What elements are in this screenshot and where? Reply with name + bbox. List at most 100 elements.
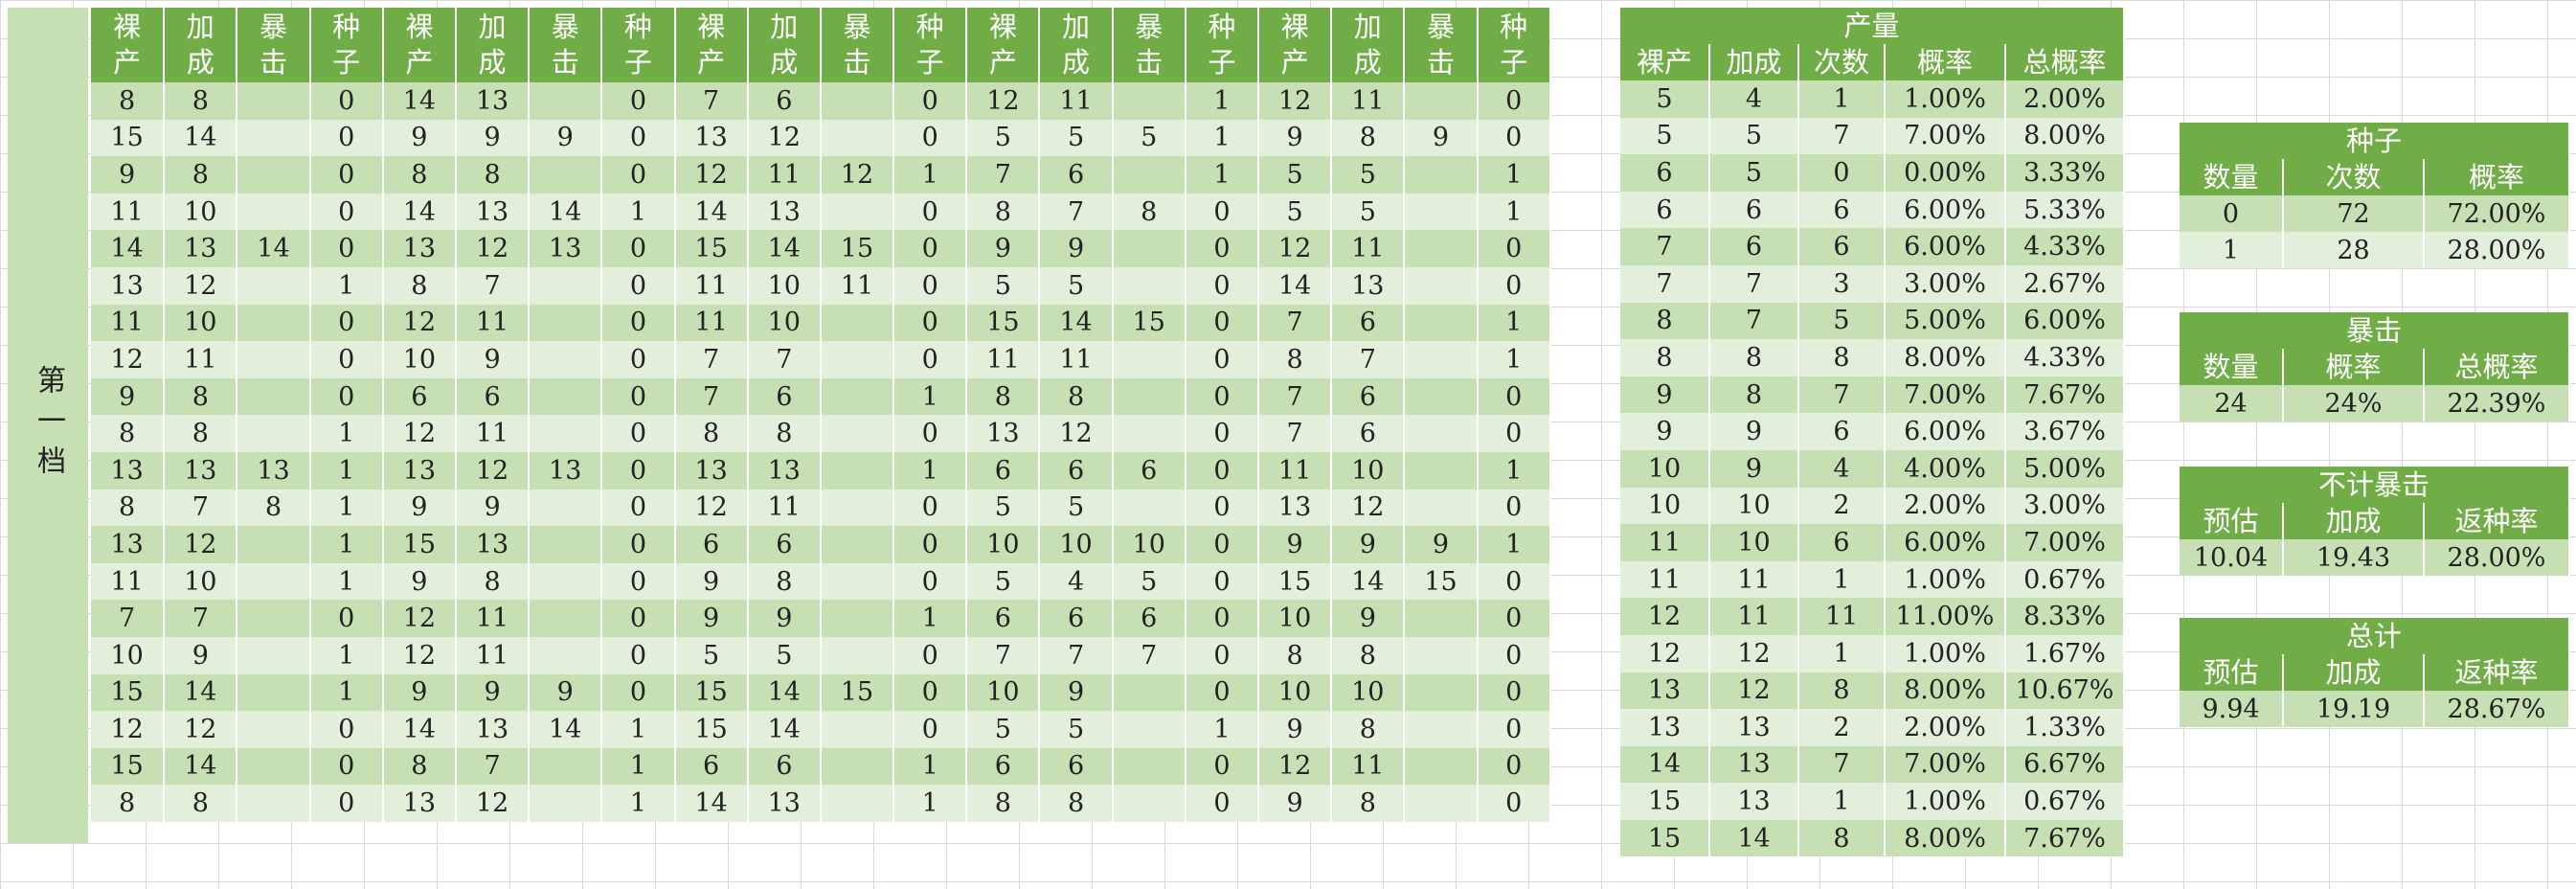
- data-cell[interactable]: [1404, 304, 1479, 342]
- tier-label-cell[interactable]: 第一档: [8, 8, 88, 843]
- data-cell[interactable]: 10: [164, 193, 238, 231]
- data-cell[interactable]: 0: [1477, 636, 1551, 674]
- data-cell[interactable]: 8: [164, 377, 238, 416]
- data-cell[interactable]: 5: [1039, 489, 1114, 527]
- data-cell[interactable]: 7: [966, 636, 1041, 674]
- data-cell[interactable]: 15: [1258, 562, 1333, 601]
- data-cell[interactable]: 13: [237, 451, 311, 490]
- data-cell[interactable]: 0: [309, 119, 384, 157]
- data-cell[interactable]: 14: [529, 711, 603, 748]
- data-cell[interactable]: [237, 785, 311, 822]
- data-cell[interactable]: 9: [91, 156, 166, 194]
- data-cell[interactable]: 19.43: [2283, 539, 2425, 576]
- data-cell[interactable]: 8: [1258, 636, 1333, 674]
- data-cell[interactable]: [237, 673, 311, 712]
- data-cell[interactable]: [529, 341, 603, 378]
- data-cell[interactable]: 13: [455, 82, 531, 120]
- data-cell[interactable]: [1112, 415, 1186, 452]
- data-cell[interactable]: 9: [1039, 230, 1114, 267]
- main-header-cell[interactable]: 加成: [1331, 8, 1406, 82]
- data-cell[interactable]: 4: [1798, 449, 1886, 488]
- data-cell[interactable]: [820, 562, 895, 601]
- data-cell[interactable]: 8: [1331, 119, 1406, 157]
- data-cell[interactable]: 8: [164, 415, 238, 452]
- data-cell[interactable]: 8: [1620, 339, 1710, 376]
- data-cell[interactable]: 5: [747, 636, 822, 674]
- data-cell[interactable]: 4: [1709, 80, 1799, 118]
- data-cell[interactable]: 12: [455, 785, 531, 822]
- data-cell[interactable]: 28.00%: [2424, 232, 2570, 268]
- data-cell[interactable]: 8.00%: [1885, 672, 2006, 710]
- data-cell[interactable]: 0: [601, 415, 676, 452]
- data-cell[interactable]: 2.00%: [2005, 80, 2125, 118]
- data-cell[interactable]: 0: [893, 489, 968, 527]
- data-cell[interactable]: [237, 341, 311, 378]
- data-cell[interactable]: 0: [1185, 451, 1260, 490]
- data-cell[interactable]: 5: [966, 711, 1041, 748]
- data-cell[interactable]: 12: [164, 526, 238, 563]
- data-cell[interactable]: 9: [382, 673, 457, 712]
- data-cell[interactable]: 6.00%: [1885, 191, 2006, 229]
- data-cell[interactable]: 10: [1039, 526, 1114, 563]
- data-cell[interactable]: [529, 747, 603, 786]
- data-cell[interactable]: [1112, 266, 1186, 305]
- data-cell[interactable]: 3.00%: [1885, 264, 2006, 303]
- data-cell[interactable]: 0: [309, 785, 384, 822]
- data-cell[interactable]: 11: [455, 600, 531, 637]
- data-cell[interactable]: 4.00%: [1885, 449, 2006, 488]
- data-cell[interactable]: 6: [747, 747, 822, 786]
- main-header-cell[interactable]: 种子: [893, 8, 968, 82]
- data-cell[interactable]: 14: [747, 673, 822, 712]
- data-cell[interactable]: 15: [674, 230, 749, 267]
- data-cell[interactable]: 0: [1477, 119, 1551, 157]
- data-cell[interactable]: 0: [1477, 747, 1551, 786]
- data-cell[interactable]: 10: [1331, 673, 1406, 712]
- data-cell[interactable]: 8: [1331, 711, 1406, 748]
- data-cell[interactable]: [237, 304, 311, 342]
- data-cell[interactable]: 8: [1709, 376, 1799, 414]
- data-cell[interactable]: 5.00%: [2005, 449, 2125, 488]
- data-cell[interactable]: 12: [674, 156, 749, 194]
- data-cell[interactable]: [237, 562, 311, 601]
- data-cell[interactable]: 6: [966, 600, 1041, 637]
- yield-header-cell[interactable]: 概率: [1885, 44, 2006, 80]
- data-cell[interactable]: 7.67%: [2005, 376, 2125, 414]
- data-cell[interactable]: 1.00%: [1885, 783, 2006, 820]
- data-cell[interactable]: 4: [1039, 562, 1114, 601]
- data-cell[interactable]: 10: [1709, 487, 1799, 525]
- data-cell[interactable]: 72.00%: [2424, 195, 2570, 232]
- data-cell[interactable]: 12: [382, 600, 457, 637]
- seed-title[interactable]: 种子: [2180, 123, 2570, 159]
- data-cell[interactable]: 14: [1039, 304, 1114, 342]
- data-cell[interactable]: [820, 747, 895, 786]
- data-cell[interactable]: 1: [893, 600, 968, 637]
- data-cell[interactable]: [1404, 636, 1479, 674]
- data-cell[interactable]: 8: [966, 377, 1041, 416]
- data-cell[interactable]: 5: [1709, 154, 1799, 192]
- data-cell[interactable]: 13: [674, 451, 749, 490]
- data-cell[interactable]: 5: [966, 489, 1041, 527]
- data-cell[interactable]: 9: [91, 377, 166, 416]
- data-cell[interactable]: [820, 785, 895, 822]
- data-cell[interactable]: 11: [966, 341, 1041, 378]
- data-cell[interactable]: [1404, 415, 1479, 452]
- data-cell[interactable]: 14: [674, 785, 749, 822]
- data-cell[interactable]: 13: [674, 119, 749, 157]
- data-cell[interactable]: 12: [1331, 489, 1406, 527]
- data-cell[interactable]: 13: [747, 785, 822, 822]
- data-cell[interactable]: 0: [893, 193, 968, 231]
- data-cell[interactable]: 0: [1477, 230, 1551, 267]
- data-cell[interactable]: 9: [1709, 413, 1799, 450]
- data-cell[interactable]: [529, 600, 603, 637]
- data-cell[interactable]: 5: [1112, 119, 1186, 157]
- data-cell[interactable]: 15: [1404, 562, 1479, 601]
- data-cell[interactable]: 1: [601, 785, 676, 822]
- data-cell[interactable]: 9: [674, 600, 749, 637]
- data-cell[interactable]: 9: [529, 673, 603, 712]
- data-cell[interactable]: 7: [1798, 745, 1886, 784]
- data-cell[interactable]: 14: [164, 119, 238, 157]
- data-cell[interactable]: 0: [1185, 673, 1260, 712]
- crit-header-cell[interactable]: 概率: [2283, 349, 2425, 385]
- data-cell[interactable]: 11: [164, 341, 238, 378]
- data-cell[interactable]: 8.00%: [1885, 819, 2006, 857]
